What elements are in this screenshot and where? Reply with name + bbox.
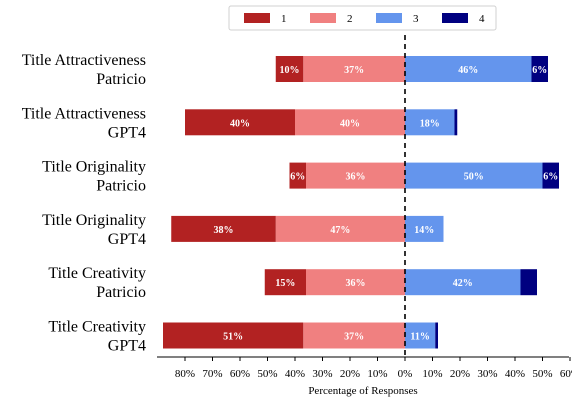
bar-series-1-row-0 <box>275 56 304 82</box>
data-label-series-1-row-0: 10% <box>280 65 300 76</box>
x-tick-label: 40% <box>285 368 305 380</box>
bar-series-1-row-3 <box>171 215 276 242</box>
category-label-line: Patricio <box>96 284 146 301</box>
category-label-row-3: Title Originality GPT4 <box>42 212 146 248</box>
bar-series-4-row-2 <box>542 162 559 189</box>
data-label-series-1-row-5: 51% <box>223 332 243 343</box>
x-tick-label: 20% <box>450 368 470 380</box>
bar-series-3-row-1 <box>405 109 455 136</box>
bar-series-2-row-4 <box>306 269 405 296</box>
legend-label-3: 3 <box>413 13 419 25</box>
data-label-series-3-row-5: 11% <box>410 332 429 343</box>
x-tick-label: 50% <box>532 368 552 380</box>
bar-series-1-row-4 <box>264 269 306 296</box>
legend: 1 2 3 4 <box>228 5 497 31</box>
data-label-series-3-row-2: 50% <box>464 172 484 183</box>
bar-series-2-row-2 <box>306 162 405 189</box>
category-label-row-4: Title Creativity Patricio <box>48 265 146 301</box>
data-label-series-3-row-4: 42% <box>453 278 473 289</box>
axes: Percentage of Responses <box>157 35 569 397</box>
legend-label-4: 4 <box>479 13 485 25</box>
category-label-line: Title Attractiveness <box>22 52 146 69</box>
bar-series-2-row-1 <box>295 109 405 136</box>
category-label-line: Patricio <box>96 178 146 195</box>
data-label-series-1-row-2: 6% <box>290 172 305 183</box>
x-tick-label: 10% <box>367 368 387 380</box>
category-label-row-1: Title Attractiveness GPT4 <box>22 105 146 141</box>
category-label-line: Title Originality <box>42 212 146 229</box>
bar-series-3-row-3 <box>405 215 444 242</box>
bar-series-4-row-5 <box>435 322 438 349</box>
bar-series-1-row-5 <box>163 322 304 349</box>
category-label-line: GPT4 <box>108 231 146 248</box>
data-label-series-2-row-0: 37% <box>344 65 364 76</box>
category-label-row-2: Title Originality Patricio <box>42 159 146 195</box>
bar-series-3-row-2 <box>405 162 543 189</box>
legend-label-2: 2 <box>347 13 353 25</box>
x-tick-label: 30% <box>477 368 497 380</box>
legend-swatch-1 <box>244 13 270 23</box>
category-label-row-0: Title Attractiveness Patricio <box>22 52 146 88</box>
bar-series-3-row-4 <box>405 269 521 296</box>
bar-series-4-row-4 <box>520 269 537 296</box>
x-axis-title: Percentage of Responses <box>308 385 417 397</box>
bar-series-1-row-1 <box>185 109 295 136</box>
legend-swatch-3 <box>376 13 402 23</box>
x-tick-label: 80% <box>175 368 195 380</box>
x-tick-label: 70% <box>202 368 222 380</box>
bar-series-2-row-0 <box>303 56 405 82</box>
data-label-series-2-row-1: 40% <box>340 118 360 129</box>
category-label-line: Title Creativity <box>48 319 146 336</box>
legend-swatch-2 <box>310 13 336 23</box>
category-label-line: Patricio <box>96 71 146 88</box>
x-ticks: 80% 70% 60% 50% 40% 30% 20% 10% 0% 10% 20% 30% 40% 50… <box>175 357 572 380</box>
category-label-row-5: Title Creativity GPT4 <box>48 319 146 355</box>
x-tick-label: 10% <box>422 368 442 380</box>
x-tick-label: 60% <box>560 368 572 380</box>
bar-series-2-row-3 <box>275 215 405 242</box>
data-label-series-1-row-3: 38% <box>214 225 234 236</box>
x-tick-label: 30% <box>312 368 332 380</box>
data-label-series-2-row-5: 37% <box>344 332 364 343</box>
bar-series-3-row-5 <box>405 322 436 349</box>
bar-series-4-row-0 <box>531 56 548 82</box>
legend-swatch-4 <box>442 13 468 23</box>
x-tick-label: 50% <box>257 368 277 380</box>
bar-series-4-row-1 <box>454 109 458 136</box>
data-label-series-1-row-1: 40% <box>230 118 250 129</box>
data-label-series-2-row-3: 47% <box>330 225 350 236</box>
category-label-line: GPT4 <box>108 124 146 141</box>
legend-frame <box>228 5 497 31</box>
bars: 37% 10% 46% 6% 40% 40% 18% 36% 6% 50% 6% 47% 38% 14% 3… <box>163 56 559 349</box>
category-label-line: Title Attractiveness <box>22 105 146 122</box>
data-label-series-3-row-0: 46% <box>458 65 478 76</box>
x-tick-label: 0% <box>398 368 413 380</box>
data-label-series-1-row-4: 15% <box>275 278 295 289</box>
data-label-series-2-row-2: 36% <box>346 172 366 183</box>
data-label-series-4-row-2: 6% <box>543 172 558 183</box>
category-label-line: Title Originality <box>42 159 146 176</box>
data-label-series-2-row-4: 36% <box>346 278 366 289</box>
x-tick-label: 40% <box>505 368 525 380</box>
data-label-series-4-row-0: 6% <box>532 65 547 76</box>
legend-label-1: 1 <box>281 13 287 25</box>
bar-series-1-row-2 <box>289 162 306 189</box>
category-label-line: Title Creativity <box>48 265 146 282</box>
x-tick-label: 20% <box>340 368 360 380</box>
category-label-line: GPT4 <box>108 338 146 355</box>
data-label-series-3-row-1: 18% <box>420 118 440 129</box>
bar-series-2-row-5 <box>303 322 405 349</box>
x-tick-label: 60% <box>230 368 250 380</box>
data-label-series-3-row-3: 14% <box>414 225 434 236</box>
bar-series-3-row-0 <box>405 56 532 82</box>
